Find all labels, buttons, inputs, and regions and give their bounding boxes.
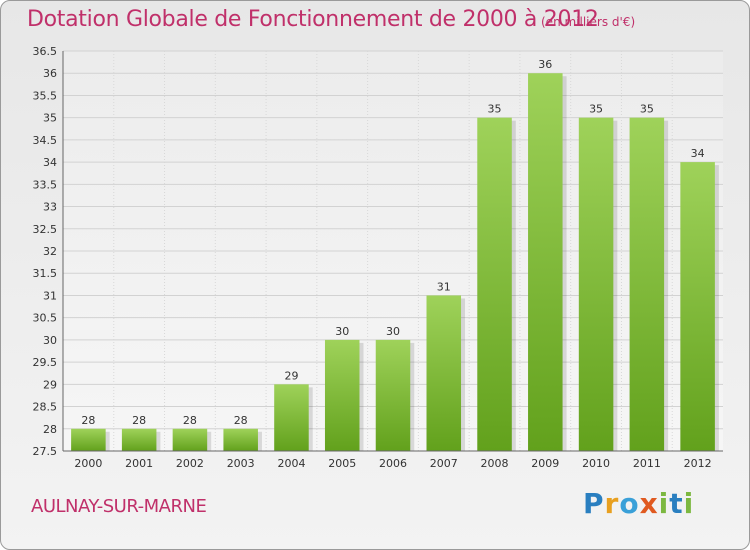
x-tick-label: 2000 <box>74 457 102 470</box>
city-name: AULNAY-SUR-MARNE <box>31 496 207 517</box>
data-label: 34 <box>691 147 705 160</box>
logo-letter: i <box>658 487 670 520</box>
bar <box>477 117 512 452</box>
bar <box>528 73 563 451</box>
x-tick-label: 2011 <box>633 457 661 470</box>
bar <box>274 384 309 451</box>
data-label: 35 <box>589 103 603 116</box>
x-tick-label: 2012 <box>684 457 712 470</box>
x-tick-label: 2010 <box>582 457 610 470</box>
y-tick-label: 34 <box>43 156 57 169</box>
y-tick-label: 29.5 <box>33 356 58 369</box>
data-label: 28 <box>234 414 248 427</box>
y-tick-label: 36 <box>43 67 57 80</box>
logo-letter: i <box>683 487 695 520</box>
x-tick-label: 2003 <box>227 457 255 470</box>
unit-label: (en milliers d'€) <box>541 15 636 29</box>
bar <box>375 339 411 451</box>
y-tick-label: 32.5 <box>33 223 58 236</box>
x-tick-label: 2007 <box>430 457 458 470</box>
bar <box>578 117 614 452</box>
y-tick-label: 27.5 <box>33 445 58 458</box>
y-tick-label: 33.5 <box>33 178 58 191</box>
bar <box>71 428 106 451</box>
data-label: 28 <box>132 414 146 427</box>
logo-letter: t <box>669 487 684 520</box>
bar <box>680 162 715 451</box>
bar <box>426 295 462 451</box>
data-label: 36 <box>538 58 552 71</box>
y-tick-label: 31.5 <box>33 267 58 280</box>
x-tick-label: 2001 <box>125 457 153 470</box>
axes: 27.5 28 28.5 29 29.5 30 30.5 31 31.5 32 32.5 33 33.5… <box>33 45 723 470</box>
chart-title: Dotation Globale de Fonctionnement de 20… <box>27 7 599 32</box>
x-tick-label: 2008 <box>481 457 509 470</box>
y-tick-label: 36.5 <box>33 45 58 58</box>
data-label: 30 <box>386 325 400 338</box>
y-tick-label: 28.5 <box>33 401 58 414</box>
bars: 28 28 28 28 29 30 30 31 35 36 35 35 34 <box>71 58 719 452</box>
data-label: 28 <box>183 414 197 427</box>
y-tick-label: 32 <box>43 245 57 258</box>
y-tick-label: 35.5 <box>33 89 58 102</box>
data-label: 35 <box>488 103 502 116</box>
data-label: 31 <box>437 280 451 293</box>
y-tick-label: 29 <box>43 378 57 391</box>
y-tick-label: 34.5 <box>33 134 58 147</box>
y-tick-label: 30.5 <box>33 312 58 325</box>
x-tick-label: 2002 <box>176 457 204 470</box>
logo-letter: x <box>639 487 659 520</box>
logo-letter: r <box>604 487 620 520</box>
data-label: 30 <box>335 325 349 338</box>
data-label: 28 <box>81 414 95 427</box>
bar <box>121 428 157 451</box>
x-tick-label: 2009 <box>531 457 559 470</box>
data-label: 29 <box>284 369 298 382</box>
bar <box>324 339 360 451</box>
x-tick-label: 2004 <box>277 457 305 470</box>
bar <box>629 117 665 452</box>
y-tick-label: 33 <box>43 201 57 214</box>
proxiti-logo[interactable]: Proxiti <box>583 487 694 520</box>
y-tick-label: 31 <box>43 289 57 302</box>
y-tick-label: 35 <box>43 112 57 125</box>
y-tick-label: 28 <box>43 423 57 436</box>
bar <box>172 428 208 451</box>
logo-letter: P <box>583 487 605 520</box>
x-tick-label: 2005 <box>328 457 356 470</box>
bar <box>223 428 258 451</box>
logo-letter: o <box>619 487 640 520</box>
x-tick-label: 2006 <box>379 457 407 470</box>
y-tick-label: 30 <box>43 334 57 347</box>
data-label: 35 <box>640 103 654 116</box>
